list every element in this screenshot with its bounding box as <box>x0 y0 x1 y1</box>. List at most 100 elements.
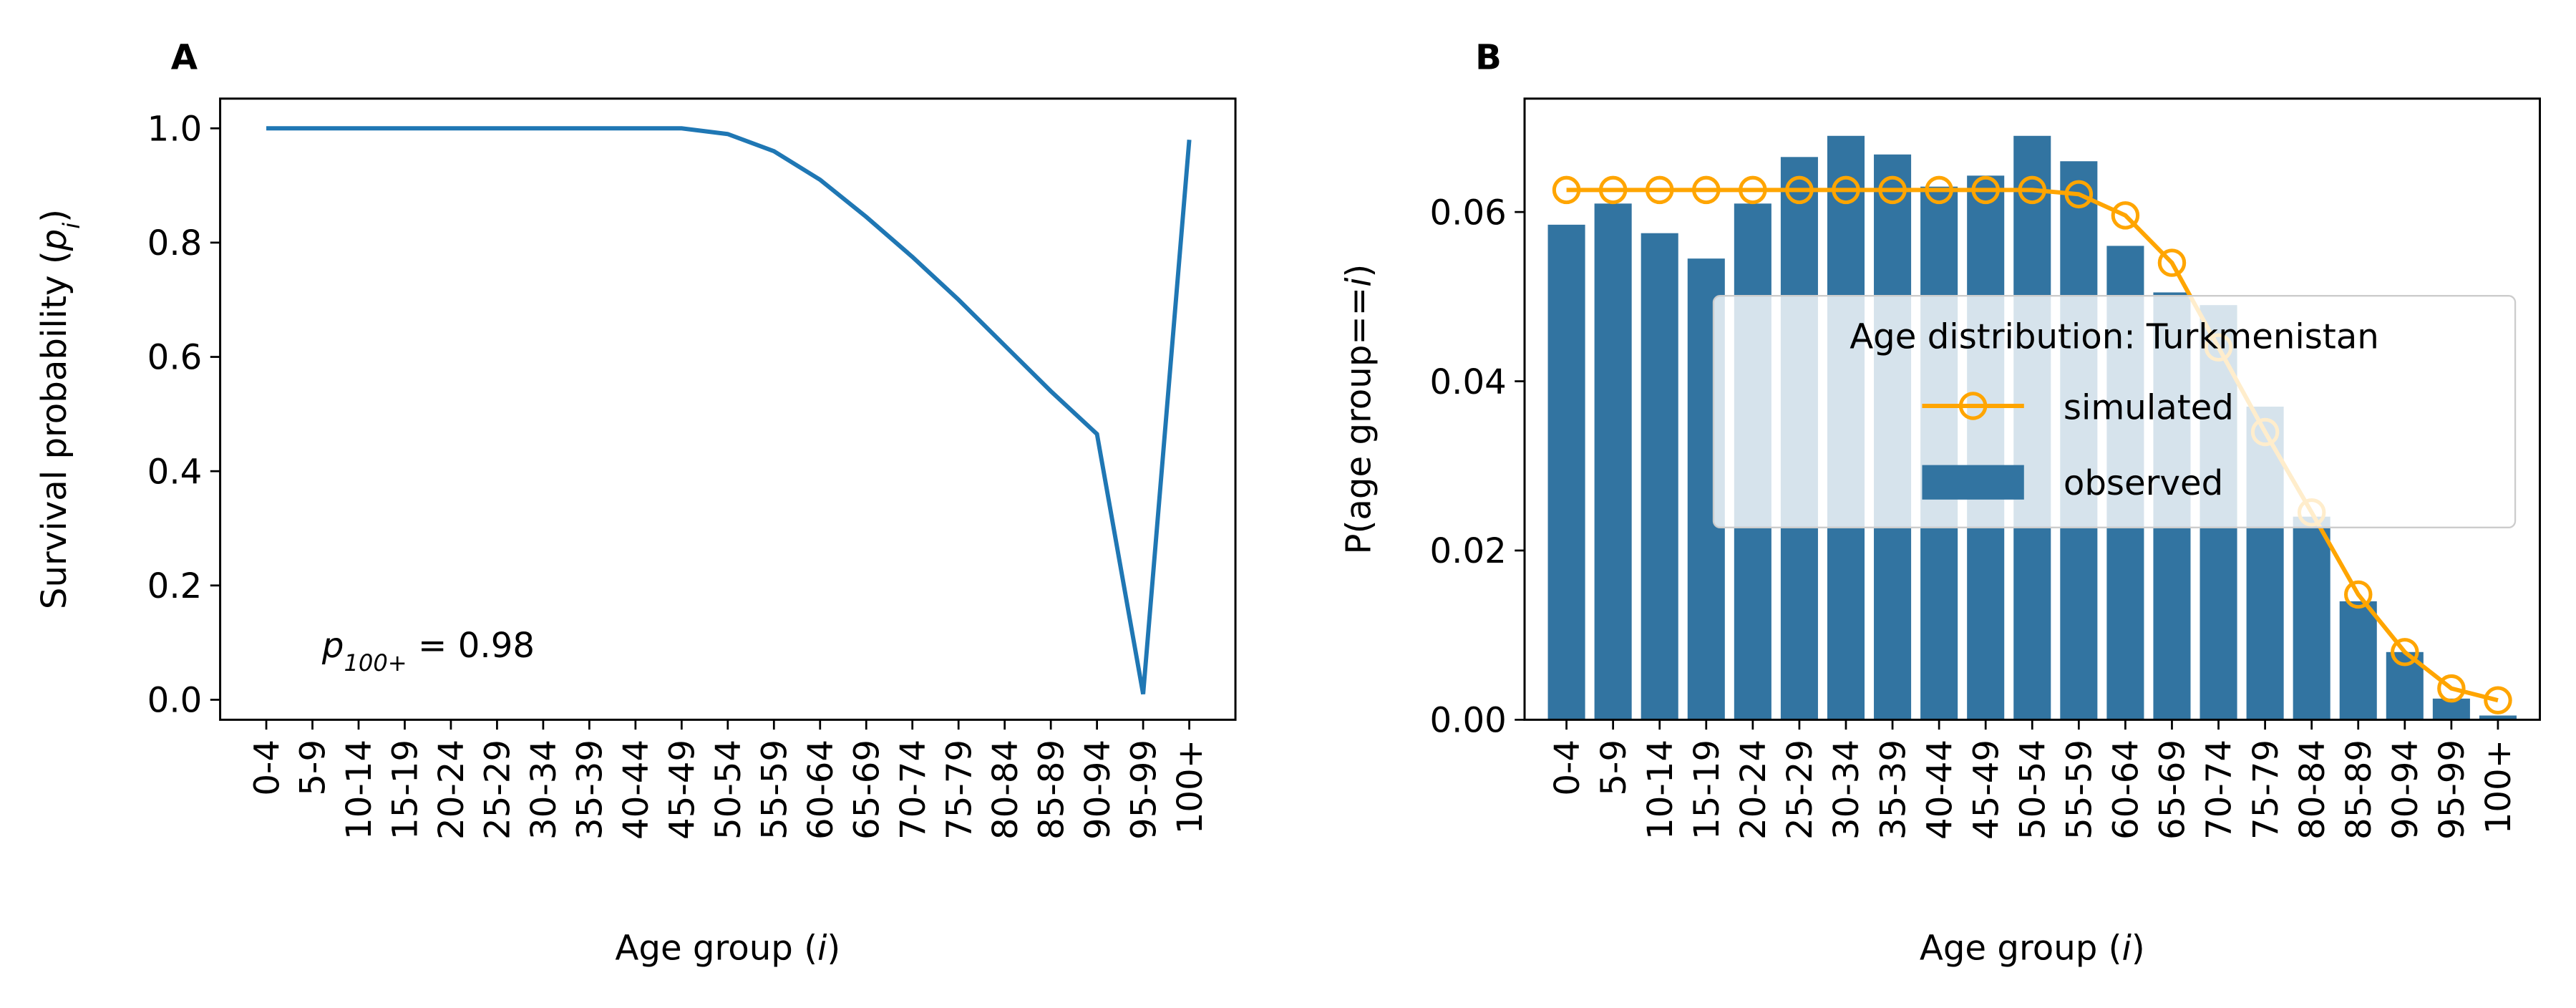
x-tick-label: 25-29 <box>478 740 518 840</box>
y-tick-label: 0.04 <box>1429 362 1506 402</box>
y-tick-label: 0.0 <box>147 681 203 721</box>
x-tick-label: 20-24 <box>1734 740 1774 840</box>
x-tick-label: 55-59 <box>755 740 795 840</box>
x-tick-label: 40-44 <box>616 740 656 840</box>
x-tick-label: 65-69 <box>2153 740 2193 840</box>
x-tick-label: 70-74 <box>2200 740 2240 840</box>
text-part: ) <box>1338 264 1379 278</box>
text-part: Age group ( <box>615 928 817 968</box>
text-part: = 0.98 <box>407 626 535 666</box>
x-tick-label: 80-84 <box>2293 740 2333 840</box>
panel: A 0.0 0.2 0.4 0.6 0.8 1.0 0-4 5-9 10-14 15-19 20-24… <box>34 37 1237 968</box>
panel-label: B <box>1475 37 1502 77</box>
panel-label: A <box>171 37 198 77</box>
legend-patch <box>1922 465 2024 500</box>
marker <box>1971 175 2000 205</box>
x-tick-label: 0-4 <box>1547 740 1588 796</box>
marker <box>2111 201 2140 230</box>
x-tick-label: 70-74 <box>893 740 933 840</box>
marker <box>1739 175 1767 205</box>
y-tick-label: 0.6 <box>147 338 203 378</box>
x-tick-label: 100+ <box>1170 740 1210 834</box>
marker <box>2484 686 2512 714</box>
x-tick-label: 80-84 <box>986 740 1026 840</box>
annotation: p100+ = 0.98 <box>321 626 535 677</box>
x-tick-label: 15-19 <box>386 740 426 840</box>
y-tick-label: 0.00 <box>1429 701 1506 741</box>
marker <box>1878 175 1907 205</box>
marker <box>2437 674 2466 703</box>
x-tick-label: 45-49 <box>1966 740 2006 840</box>
legend-box <box>1712 295 2517 528</box>
y-axis-label: P(age group==i) <box>1338 264 1379 555</box>
marker <box>1552 175 1581 205</box>
text-part: i <box>817 928 827 968</box>
legend-title: Age distribution: Turkmenistan <box>1850 317 2379 357</box>
marker <box>2018 175 2047 205</box>
x-axis-label: Age group (i) <box>615 928 840 968</box>
marker <box>2157 248 2187 277</box>
x-tick-label: 15-19 <box>1687 740 1727 840</box>
x-tick-label: 50-54 <box>709 740 749 840</box>
bar <box>2293 516 2330 720</box>
text-part: Age group ( <box>1920 928 2122 968</box>
x-tick-label: 65-69 <box>847 740 887 840</box>
x-tick-label: 100+ <box>2479 740 2519 834</box>
x-tick-label: 95-99 <box>1124 740 1164 840</box>
x-tick-label: 85-89 <box>1031 740 1071 840</box>
x-tick-label: 0-4 <box>247 740 287 796</box>
axes-frame <box>219 97 1237 721</box>
panel: B 0.00 0.02 0.04 0.06 0-4 5-9 10-14 15-19 20-24 25… <box>1338 37 2541 968</box>
x-tick-label: 35-39 <box>1873 740 1913 840</box>
bar <box>2339 601 2377 720</box>
y-tick-label: 1.0 <box>147 109 203 149</box>
x-tick-label: 5-9 <box>293 740 334 796</box>
marker <box>1598 175 1628 205</box>
x-tick-label: 90-94 <box>2386 740 2426 840</box>
text-part: p <box>34 229 74 252</box>
x-tick-label: 60-64 <box>801 740 841 840</box>
y-tick-label: 0.06 <box>1429 193 1506 233</box>
x-tick-label: 30-34 <box>524 740 564 840</box>
x-tick-label: 45-49 <box>663 740 703 840</box>
legend: Age distribution: Turkmenistan simulated o… <box>1712 295 2517 528</box>
marker <box>1692 175 1721 205</box>
text-part: i <box>58 223 85 229</box>
x-tick-label: 50-54 <box>2013 740 2053 840</box>
x-tick-label: 40-44 <box>1920 740 1960 840</box>
x-tick-label: 25-29 <box>1780 740 1820 840</box>
x-tick-label: 30-34 <box>1827 740 1867 840</box>
text-part: ) <box>34 209 74 223</box>
x-tick-label: 75-79 <box>939 740 979 840</box>
x-tick-label: 10-14 <box>1641 740 1681 840</box>
text-part: i <box>2121 928 2132 968</box>
text-part: 100+ <box>344 649 407 677</box>
y-tick-label: 0.8 <box>147 223 203 263</box>
x-axis-label: Age group (i) <box>1920 928 2145 968</box>
legend-marker <box>1958 392 1988 420</box>
text-part: i <box>1338 277 1379 287</box>
y-tick-label: 0.02 <box>1429 531 1506 571</box>
marker <box>2064 180 2094 209</box>
bar <box>1547 224 1585 720</box>
bar <box>2479 715 2517 720</box>
bar <box>1594 203 1632 720</box>
text-part: Survival probability ( <box>34 251 74 609</box>
x-tick-label: 60-64 <box>2106 740 2147 840</box>
marker <box>1925 175 1953 205</box>
line <box>1566 188 2499 703</box>
text-part: ) <box>827 928 840 968</box>
text-part: p <box>321 626 344 666</box>
legend-label: simulated <box>2064 387 2234 427</box>
marker <box>1785 175 1814 205</box>
marker <box>2343 580 2373 609</box>
x-tick-label: 10-14 <box>339 740 379 840</box>
marker <box>1832 175 1860 205</box>
x-tick-label: 20-24 <box>432 740 472 840</box>
marker <box>2391 638 2419 667</box>
y-tick-label: 0.4 <box>147 452 203 492</box>
text-part: P(age group== <box>1338 287 1379 555</box>
line <box>266 126 1192 694</box>
